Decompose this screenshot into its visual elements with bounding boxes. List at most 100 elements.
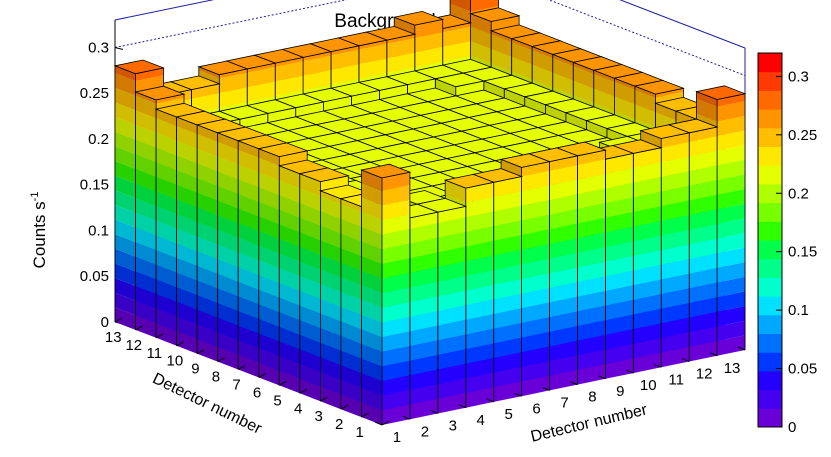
bar-face-right bbox=[717, 159, 745, 181]
bar-face-right bbox=[577, 349, 606, 370]
bar-face-left bbox=[217, 259, 239, 282]
bar-face-left bbox=[491, 49, 512, 72]
bar-face-left bbox=[156, 118, 177, 141]
bar-face-left bbox=[135, 286, 157, 309]
bar-face-right bbox=[717, 101, 745, 122]
bar-face-right bbox=[521, 346, 550, 367]
bar-face-right bbox=[605, 168, 634, 189]
bar-face-left bbox=[435, 78, 456, 98]
bar-face-right bbox=[442, 26, 471, 47]
bar-face-right bbox=[247, 63, 276, 73]
bar-face-right bbox=[689, 238, 718, 259]
bar-face-right bbox=[358, 43, 387, 65]
bar-face-left bbox=[470, 26, 492, 49]
bar-face-left bbox=[115, 160, 136, 184]
bar-face-right bbox=[549, 252, 578, 274]
bar-face-right bbox=[633, 323, 662, 344]
bar-face-right bbox=[414, 46, 443, 68]
bar-face-left bbox=[655, 103, 676, 121]
bar-face-right bbox=[470, 0, 499, 12]
bar-face-left bbox=[156, 308, 177, 332]
bar-face-left bbox=[565, 112, 587, 132]
bar-face-left bbox=[115, 234, 136, 257]
bar-face-left bbox=[156, 323, 177, 346]
bar-face-left bbox=[238, 267, 259, 290]
bar-face-right bbox=[661, 288, 690, 309]
bar-face-right bbox=[605, 299, 634, 321]
bar-face-right bbox=[549, 223, 578, 244]
bar-face-left bbox=[156, 206, 177, 229]
bar-face-right bbox=[661, 346, 690, 368]
bar-face-left bbox=[115, 87, 136, 111]
bar-face-right bbox=[323, 96, 352, 113]
bar-face-right bbox=[633, 235, 662, 256]
bar-face-right bbox=[521, 185, 550, 206]
bar-face-right bbox=[689, 282, 718, 303]
bar-face-right bbox=[605, 212, 634, 233]
bar-face-right bbox=[521, 170, 550, 192]
bar-face-right bbox=[577, 276, 606, 297]
z-tick bbox=[114, 46, 124, 50]
bar-face-left bbox=[115, 292, 136, 316]
bar-face-right bbox=[303, 69, 331, 91]
bar-face-left bbox=[156, 250, 177, 273]
bar-face-right bbox=[386, 52, 415, 73]
bar-face-right bbox=[717, 306, 745, 327]
bar-face-left bbox=[573, 62, 594, 74]
bar-face-right bbox=[521, 214, 550, 236]
bar-face-left bbox=[115, 117, 136, 140]
bar-face-left bbox=[450, 0, 471, 12]
bar-top bbox=[113, 59, 165, 75]
bar-face-right bbox=[717, 218, 745, 239]
bar-face-left bbox=[115, 278, 136, 301]
bar-face-right bbox=[717, 130, 745, 151]
bar-face-left bbox=[156, 132, 177, 156]
bar-face-right bbox=[689, 194, 718, 216]
z-tick-label: 0.1 bbox=[88, 222, 109, 239]
bar-face-right bbox=[331, 45, 359, 56]
bar-face-left bbox=[532, 50, 553, 73]
bar-face-right bbox=[661, 244, 690, 265]
bar-face-right bbox=[577, 232, 606, 253]
bar-face-right bbox=[549, 340, 578, 362]
bar-face-right bbox=[661, 229, 690, 251]
bar-face-right bbox=[577, 261, 606, 283]
bar-face-left bbox=[197, 339, 218, 362]
bar-face-left bbox=[552, 58, 574, 81]
bar-face-left bbox=[483, 81, 505, 100]
bar-face-left bbox=[634, 104, 656, 127]
bar-face-right bbox=[661, 273, 690, 295]
bar-face-left bbox=[614, 81, 635, 105]
bar-face-left bbox=[238, 140, 259, 158]
bar-face-right bbox=[689, 253, 718, 274]
bar-face-left bbox=[238, 193, 259, 217]
bar-top bbox=[134, 85, 186, 101]
bar-face-right bbox=[661, 332, 690, 353]
bar-face-right bbox=[577, 305, 606, 326]
bar-face-left bbox=[593, 74, 615, 97]
bar-face-right bbox=[577, 188, 606, 209]
bar-face-left bbox=[176, 117, 198, 135]
bar-face-right bbox=[605, 314, 634, 335]
bar-face-right bbox=[689, 127, 718, 142]
bar-face-left bbox=[176, 331, 198, 354]
bar-top bbox=[469, 7, 521, 22]
bar-face-left bbox=[156, 264, 177, 288]
bar-face-right bbox=[275, 75, 304, 97]
bar-face-left bbox=[197, 207, 218, 230]
bar-face-right bbox=[689, 326, 718, 347]
bar-top bbox=[392, 10, 445, 26]
bar-face-left bbox=[238, 296, 259, 319]
bar-face-right bbox=[549, 370, 578, 391]
bar-face-right bbox=[655, 88, 684, 98]
bar-face-left bbox=[593, 70, 615, 82]
bar-face-right bbox=[661, 303, 690, 324]
bar-face-left bbox=[532, 46, 553, 59]
bar-face-left bbox=[176, 287, 198, 310]
bar-face-left bbox=[176, 214, 198, 237]
bar-face-left bbox=[491, 34, 512, 57]
bar-face-left bbox=[197, 324, 218, 347]
bar-face-left bbox=[156, 162, 177, 185]
bar-face-right bbox=[219, 72, 248, 93]
